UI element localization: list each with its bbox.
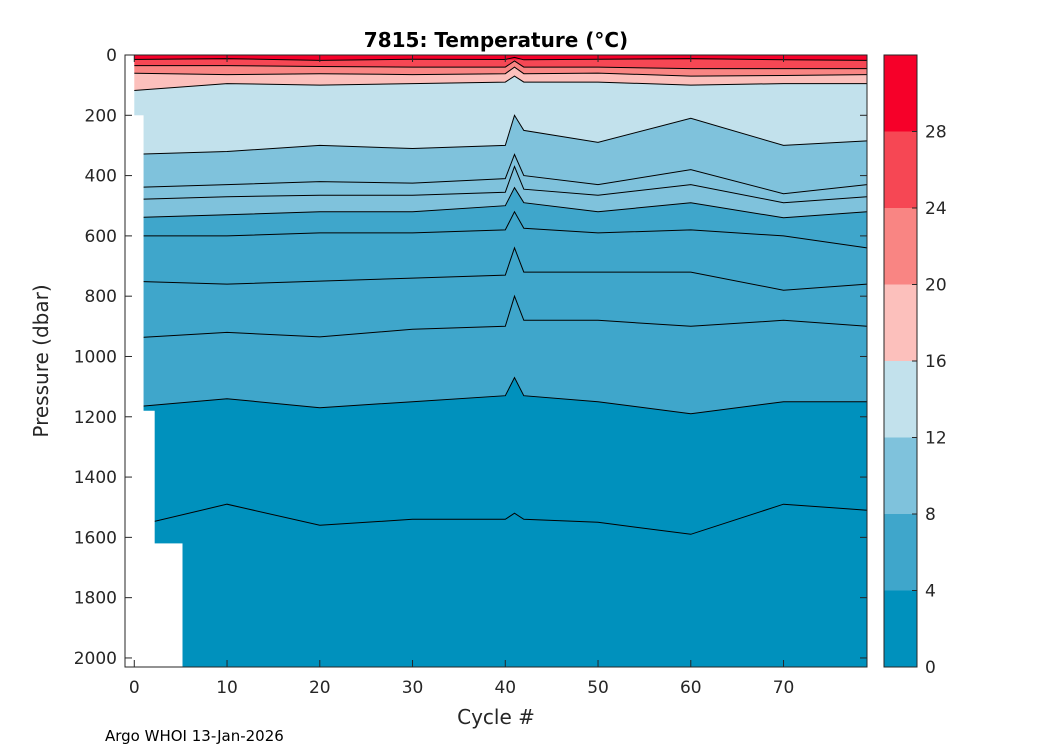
x-tick-label: 40 xyxy=(494,678,516,698)
y-tick-label: 400 xyxy=(85,167,117,187)
x-tick-label: 0 xyxy=(129,678,140,698)
y-tick-label: 1400 xyxy=(74,468,117,488)
y-tick-label: 2000 xyxy=(74,649,117,669)
isotherm-28C xyxy=(125,56,867,61)
x-axis: 0 10 20 30 40 50 60 70 xyxy=(129,55,794,698)
isotherm-20C xyxy=(125,66,867,77)
footer-credit: Argo WHOI 13-Jan-2026 xyxy=(105,727,284,745)
colorbar-segment xyxy=(884,361,917,438)
contour-bands xyxy=(125,55,867,667)
y-tick-label: 0 xyxy=(106,46,117,66)
colorbar-tick-label: 24 xyxy=(925,199,947,219)
colorbar-tick-label: 20 xyxy=(925,276,947,296)
isotherm-7C xyxy=(125,210,867,249)
colorbar-tick-label: 4 xyxy=(925,582,936,602)
y-tick-label: 200 xyxy=(85,106,117,126)
missing-data-region xyxy=(125,55,183,667)
colorbar-tick-label: 28 xyxy=(925,123,947,143)
missing-data-block-3 xyxy=(125,543,183,667)
x-tick-label: 60 xyxy=(680,678,702,698)
x-tick-label: 50 xyxy=(587,678,609,698)
x-tick-label: 70 xyxy=(773,678,795,698)
colorbar-segment xyxy=(884,55,917,132)
x-tick-label: 10 xyxy=(216,678,238,698)
y-axis: 0 200 400 600 800 1000 1200 1400 1600 1800 2000 xyxy=(74,46,867,669)
chart-title: 7815: Temperature (°C) xyxy=(364,28,628,52)
isotherm-10C xyxy=(125,153,867,195)
isotherm-8C xyxy=(125,186,867,219)
colorbar-segment xyxy=(884,590,917,667)
colorbar-segment xyxy=(884,208,917,285)
isotherm-12C xyxy=(125,114,867,155)
y-tick-label: 1000 xyxy=(74,347,117,367)
y-axis-label: Pressure (dbar) xyxy=(29,284,53,437)
y-tick-label: 1600 xyxy=(74,528,117,548)
isotherm-9C xyxy=(125,165,867,204)
y-tick-label: 1200 xyxy=(74,408,117,428)
colorbar-tick-label: 12 xyxy=(925,429,947,449)
isotherm-5C xyxy=(125,294,867,339)
x-tick-label: 20 xyxy=(309,678,331,698)
plot-frame xyxy=(124,54,868,668)
colorbar-tick-label: 0 xyxy=(925,658,936,678)
colorbar-tick-label: 16 xyxy=(925,352,947,372)
band-surface xyxy=(125,55,867,60)
colorbar: 0 4 8 12 16 20 24 28 xyxy=(883,54,947,678)
isotherm-3C xyxy=(125,503,867,535)
colorbar-segment xyxy=(884,284,917,361)
y-tick-label: 1800 xyxy=(74,589,117,609)
colorbar-segment xyxy=(884,131,917,208)
colorbar-segment xyxy=(884,514,917,591)
x-axis-label: Cycle # xyxy=(457,705,535,729)
y-tick-label: 800 xyxy=(85,287,117,307)
colorbar-segment xyxy=(884,437,917,514)
isotherm-24C xyxy=(125,60,867,70)
plot-area xyxy=(125,55,867,667)
isotherm-4C xyxy=(125,376,867,415)
x-tick-label: 30 xyxy=(402,678,424,698)
isotherm-6C xyxy=(125,246,867,291)
y-tick-label: 600 xyxy=(85,227,117,247)
isotherm-lines xyxy=(125,56,867,535)
isotherm-16C xyxy=(125,75,867,92)
colorbar-tick-label: 8 xyxy=(925,505,936,525)
